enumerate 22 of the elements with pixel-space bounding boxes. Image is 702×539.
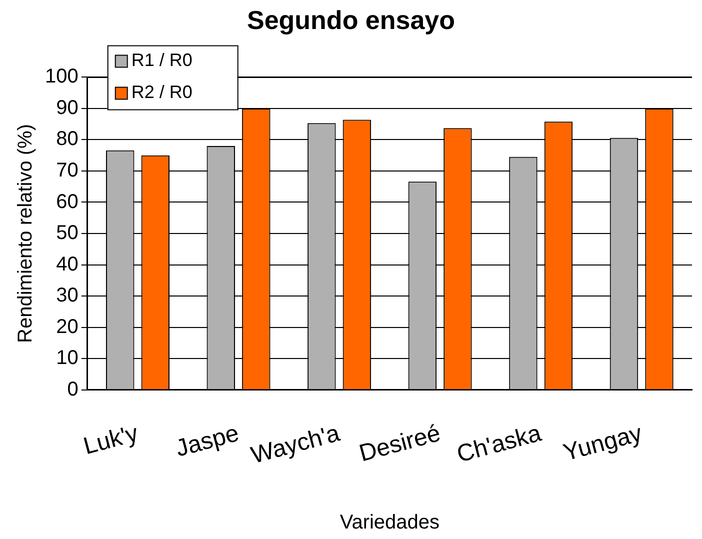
y-tick-label: 0 (67, 378, 78, 400)
legend-label: R2 / R0 (131, 82, 192, 102)
y-tick-label: 30 (56, 284, 78, 307)
y-tick-label: 20 (56, 316, 78, 338)
y-tick-label: 70 (56, 159, 78, 182)
y-tick-label: 90 (56, 96, 78, 119)
y-tick-label: 100 (44, 66, 78, 88)
x-tick-label: Ch'aska (454, 420, 545, 468)
y-tick-label: 80 (56, 128, 78, 150)
chart-title: Segundo ensayo (246, 4, 456, 35)
x-tick-label: Waych'a (248, 420, 344, 470)
y-axis-title: Rendimiento relativo (%) (14, 124, 37, 343)
y-tick-label: 60 (56, 190, 78, 213)
x-tick-label: Jaspe (172, 420, 242, 462)
x-tick-label: Luk'y (80, 420, 142, 460)
x-tick-label: Desireé (356, 420, 444, 468)
y-tick-label: 50 (56, 222, 78, 244)
y-tick-label: 40 (56, 253, 78, 276)
x-axis-title: Variedades (340, 512, 440, 534)
legend-label: R1 / R0 (131, 50, 192, 70)
y-tick-label: 10 (56, 347, 78, 370)
x-tick-label: Yungay (560, 420, 645, 467)
